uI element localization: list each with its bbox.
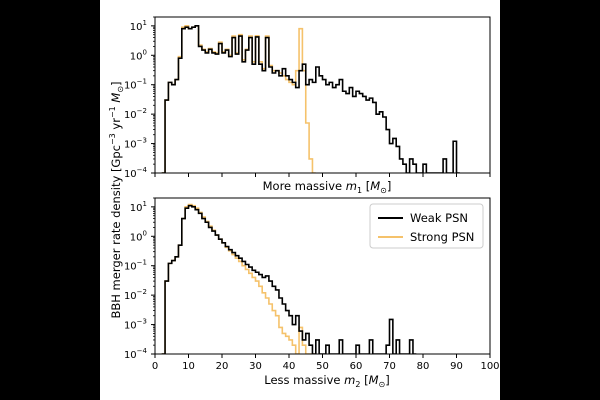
shared-y-axis-label: BBH merger rate density [Gpc−3 yr−1 M⊙]: [108, 81, 125, 318]
ylabel-close: ]: [109, 81, 123, 86]
top-xlabel-var: m: [346, 179, 357, 193]
bottom-xlabel-unit-post: ]: [385, 373, 390, 387]
top-ytick-exponent: −1: [137, 78, 147, 86]
bottom-ytick-label: 10−3: [124, 318, 147, 332]
ylabel-unit: M: [109, 93, 123, 107]
top-ytick-base: 10: [130, 22, 143, 33]
bottom-ytick-label: 10−2: [124, 288, 147, 302]
bottom-xtick-label: 80: [417, 361, 430, 372]
top-xlabel-unit-pre: [: [362, 179, 370, 193]
bottom-ytick-base: 10: [124, 262, 137, 273]
bottom-xlabel-unit: M: [369, 373, 379, 387]
bottom-ytick-exponent: −1: [137, 259, 147, 267]
top-ytick-label: 100: [130, 48, 147, 62]
bottom-ytick-base: 10: [124, 291, 137, 302]
legend-label-strong-psn: Strong PSN: [410, 230, 474, 244]
bottom-ytick-base: 10: [130, 203, 143, 214]
top-ytick-label: 101: [130, 19, 147, 33]
bottom-series-strong-psn: [161, 203, 316, 354]
bottom-xlabel-unit-pre: [: [360, 373, 368, 387]
top-ytick-exponent: 1: [143, 19, 147, 27]
top-ytick-label: 10−4: [124, 166, 148, 180]
top-x-axis-label: More massive m1 [M⊙]: [263, 179, 392, 195]
top-axes-frame: [154, 16, 491, 174]
ylabel-mid: yr: [109, 118, 123, 133]
top-xlabel-varsub: 1: [357, 186, 362, 195]
bottom-xtick-label: 90: [450, 361, 463, 372]
top-ytick-base: 10: [124, 169, 137, 180]
top-ytick-base: 10: [124, 81, 137, 92]
top-ytick-exponent: −4: [137, 166, 148, 174]
bottom-ytick-exponent: 1: [143, 200, 147, 208]
figure-canvas: BBH merger rate density [Gpc−3 yr−1 M⊙] …: [108, 16, 500, 389]
bottom-xtick-label: 60: [350, 361, 363, 372]
bottom-xtick-label: 50: [316, 361, 329, 372]
top-ytick-exponent: −2: [137, 107, 147, 115]
bottom-xlabel-unitsub: ⊙: [379, 380, 386, 389]
ylabel-exp2: −1: [108, 106, 117, 118]
bottom-ytick-exponent: −3: [137, 318, 147, 326]
top-xlabel-unit: M: [370, 179, 380, 193]
top-ytick-label: 10−3: [124, 137, 147, 151]
top-ytick-label: 10−2: [124, 107, 147, 121]
bottom-xtick-label: 10: [182, 361, 195, 372]
legend: Weak PSN Strong PSN: [369, 203, 484, 249]
bottom-xtick-label: 40: [283, 361, 296, 372]
figure: BBH merger rate density [Gpc−3 yr−1 M⊙] …: [100, 0, 500, 400]
bottom-xlabel-pre: Less massive: [264, 373, 344, 387]
bottom-series-weak-psn: [161, 204, 417, 354]
top-series-weak-psn: [161, 25, 460, 173]
bottom-xtick-label: 0: [152, 361, 158, 372]
bottom-ytick-base: 10: [124, 321, 137, 332]
ylabel-exp1: −3: [108, 133, 117, 145]
bottom-xlabel-var: m: [344, 373, 355, 387]
bottom-ytick-base: 10: [130, 232, 143, 243]
top-ytick-base: 10: [124, 110, 137, 121]
bottom-ytick-label: 101: [130, 200, 147, 214]
top-ytick-base: 10: [124, 140, 137, 151]
bottom-ytick-label: 10−1: [124, 259, 147, 273]
top-xlabel-unit-post: ]: [387, 179, 392, 193]
bottom-xtick-label: 100: [480, 361, 499, 372]
bottom-xlabel-varsub: 2: [355, 380, 360, 389]
bottom-xtick-label: 20: [216, 361, 229, 372]
top-xlabel-unitsub: ⊙: [380, 186, 387, 195]
bottom-ytick-exponent: −4: [137, 347, 148, 355]
bottom-ytick-exponent: 0: [143, 229, 147, 237]
bottom-ytick-label: 10−4: [124, 347, 148, 361]
top-xlabel-pre: More massive: [263, 179, 346, 193]
legend-label-weak-psn: Weak PSN: [410, 211, 468, 225]
top-ytick-label: 10−1: [124, 78, 147, 92]
ylabel-sub: ⊙: [116, 86, 125, 93]
bottom-xtick-label: 70: [383, 361, 396, 372]
bottom-ytick-base: 10: [124, 350, 137, 361]
bottom-ytick-exponent: −2: [137, 288, 147, 296]
top-ytick-exponent: 0: [143, 48, 147, 56]
bottom-xtick-label: 30: [249, 361, 262, 372]
top-ytick-base: 10: [130, 51, 143, 62]
ylabel-main: BBH merger rate density [Gpc: [109, 145, 123, 319]
bottom-x-axis-label: Less massive m2 [M⊙]: [264, 373, 389, 389]
bottom-ytick-label: 100: [130, 229, 147, 243]
top-ytick-exponent: −3: [137, 137, 147, 145]
